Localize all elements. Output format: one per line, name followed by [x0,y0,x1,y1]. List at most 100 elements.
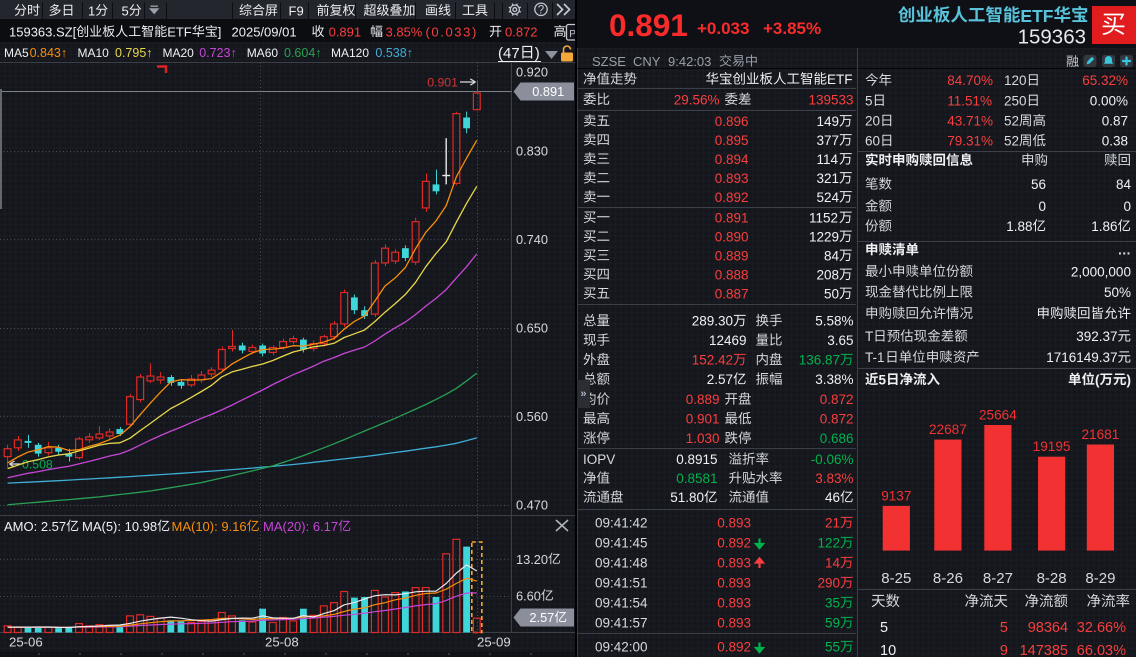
svg-text:13.20: 13.20 [516,552,548,567]
svg-text:122: 122 [818,536,841,551]
svg-text:0.901: 0.901 [686,412,720,427]
svg-text:0.892: 0.892 [717,640,751,655]
svg-text:0.888: 0.888 [715,268,749,283]
svg-text:(0.033): (0.033) [426,25,478,40]
svg-text:79.31%: 79.31% [947,134,993,149]
svg-text:T-1: T-1 [865,350,885,365]
svg-text:0.891: 0.891 [715,211,749,226]
svg-text:43.71%: 43.71% [947,114,993,129]
svg-text:1229: 1229 [809,230,839,245]
svg-text:120: 120 [1004,73,1027,88]
svg-text:0.893: 0.893 [717,596,751,611]
svg-text:2.57: 2.57 [707,372,733,387]
svg-text:1.030: 1.030 [686,431,720,446]
svg-text:65.32%: 65.32% [1082,73,1128,88]
svg-text:5: 5 [1000,620,1008,636]
svg-text:0.892: 0.892 [717,536,751,551]
svg-text:P: P [569,29,576,40]
svg-text:09:41:42: 09:41:42 [595,516,648,531]
svg-text:11.51%: 11.51% [947,94,992,109]
svg-text:(47: (47 [498,45,520,62]
svg-text:136.87: 136.87 [799,353,840,368]
svg-text:09:41:48: 09:41:48 [595,556,648,571]
svg-text:-0.06%: -0.06% [811,452,854,467]
svg-text:392.37: 392.37 [1076,329,1117,344]
svg-text:6.60: 6.60 [516,588,541,603]
svg-text:0.901: 0.901 [427,76,458,90]
svg-text:0.872: 0.872 [820,412,854,427]
svg-text:1.88: 1.88 [1006,219,1032,234]
svg-text:20: 20 [865,114,880,129]
svg-text:SZSE: SZSE [592,54,626,69]
svg-text:8-26: 8-26 [933,570,963,587]
svg-text:0.87: 0.87 [1102,114,1128,129]
svg-text:0: 0 [1039,199,1047,214]
svg-text:09:41:51: 09:41:51 [595,576,648,591]
svg-text:5: 5 [879,373,887,388]
svg-text:5: 5 [865,94,873,109]
svg-text:MA(5): 10.98: MA(5): 10.98 [82,519,157,534]
svg-text:0: 0 [1124,199,1132,214]
svg-text:149: 149 [817,114,840,129]
svg-text:8-28: 8-28 [1037,570,1067,587]
svg-text:10: 10 [880,643,896,657]
svg-text:0.889: 0.889 [715,249,749,264]
svg-text:12469: 12469 [709,333,747,348]
svg-text:»: » [580,388,586,400]
svg-text:46: 46 [825,490,840,505]
svg-text:84: 84 [824,249,840,264]
svg-text:147385: 147385 [1020,643,1068,657]
svg-text:3.85%: 3.85% [386,25,423,40]
svg-text:MA10: MA10 [78,46,110,60]
svg-text:2025/09/01: 2025/09/01 [232,25,297,40]
svg-text:208: 208 [817,268,840,283]
svg-text:MA(10): 9.16: MA(10): 9.16 [172,519,247,534]
svg-text:0.893: 0.893 [717,576,751,591]
svg-text:09:41:54: 09:41:54 [595,596,648,611]
svg-text:MA5: MA5 [4,46,29,60]
svg-text:2,000,000: 2,000,000 [1071,264,1131,279]
svg-text:25-09: 25-09 [477,635,511,650]
svg-text:1: 1 [88,3,95,18]
svg-text:114: 114 [817,152,839,167]
svg-text:59: 59 [825,616,840,631]
svg-text:ETF: ETF [827,72,853,87]
svg-text:0.872: 0.872 [820,392,854,407]
svg-text:9137: 9137 [881,488,911,503]
svg-text:09:42:00: 09:42:00 [595,640,648,655]
svg-text:0.604↑: 0.604↑ [284,46,322,60]
svg-text:MA120: MA120 [331,46,369,60]
svg-text:ETF: ETF [167,25,192,40]
svg-text:2.57: 2.57 [529,610,554,625]
svg-text:9: 9 [1000,643,1008,657]
svg-text:1716149.37: 1716149.37 [1046,350,1117,365]
svg-text:8-27: 8-27 [983,570,1013,587]
svg-text:1152: 1152 [809,211,838,226]
svg-text:152.42: 152.42 [692,353,733,368]
svg-text:0.893: 0.893 [717,516,751,531]
svg-text:21: 21 [825,516,840,531]
svg-text:F9: F9 [289,3,304,18]
svg-text:0.538↑: 0.538↑ [375,46,413,60]
svg-text:0.795↑: 0.795↑ [115,46,153,60]
svg-text:84: 84 [1116,177,1132,192]
svg-text:66.03%: 66.03% [1077,643,1126,657]
svg-text:0.872: 0.872 [505,25,538,40]
svg-text:98364: 98364 [1028,620,1068,636]
svg-text:524: 524 [817,190,840,205]
svg-text:?: ? [538,5,544,17]
svg-text:0.843↑: 0.843↑ [30,46,68,60]
svg-text:0.887: 0.887 [715,287,749,302]
svg-text:0.891: 0.891 [609,7,688,43]
svg-text:289.30: 289.30 [692,314,733,329]
svg-text:14: 14 [825,556,841,571]
svg-text:MA60: MA60 [247,46,279,60]
svg-text:50: 50 [824,287,839,302]
svg-text:35: 35 [825,596,840,611]
svg-text:22687: 22687 [929,422,967,437]
svg-text:0.38: 0.38 [1102,134,1128,149]
svg-text:25664: 25664 [979,408,1017,423]
svg-text:09:41:45: 09:41:45 [595,536,648,551]
svg-text:AMO: 2.57: AMO: 2.57 [4,519,66,534]
svg-text:0.740: 0.740 [516,232,548,247]
